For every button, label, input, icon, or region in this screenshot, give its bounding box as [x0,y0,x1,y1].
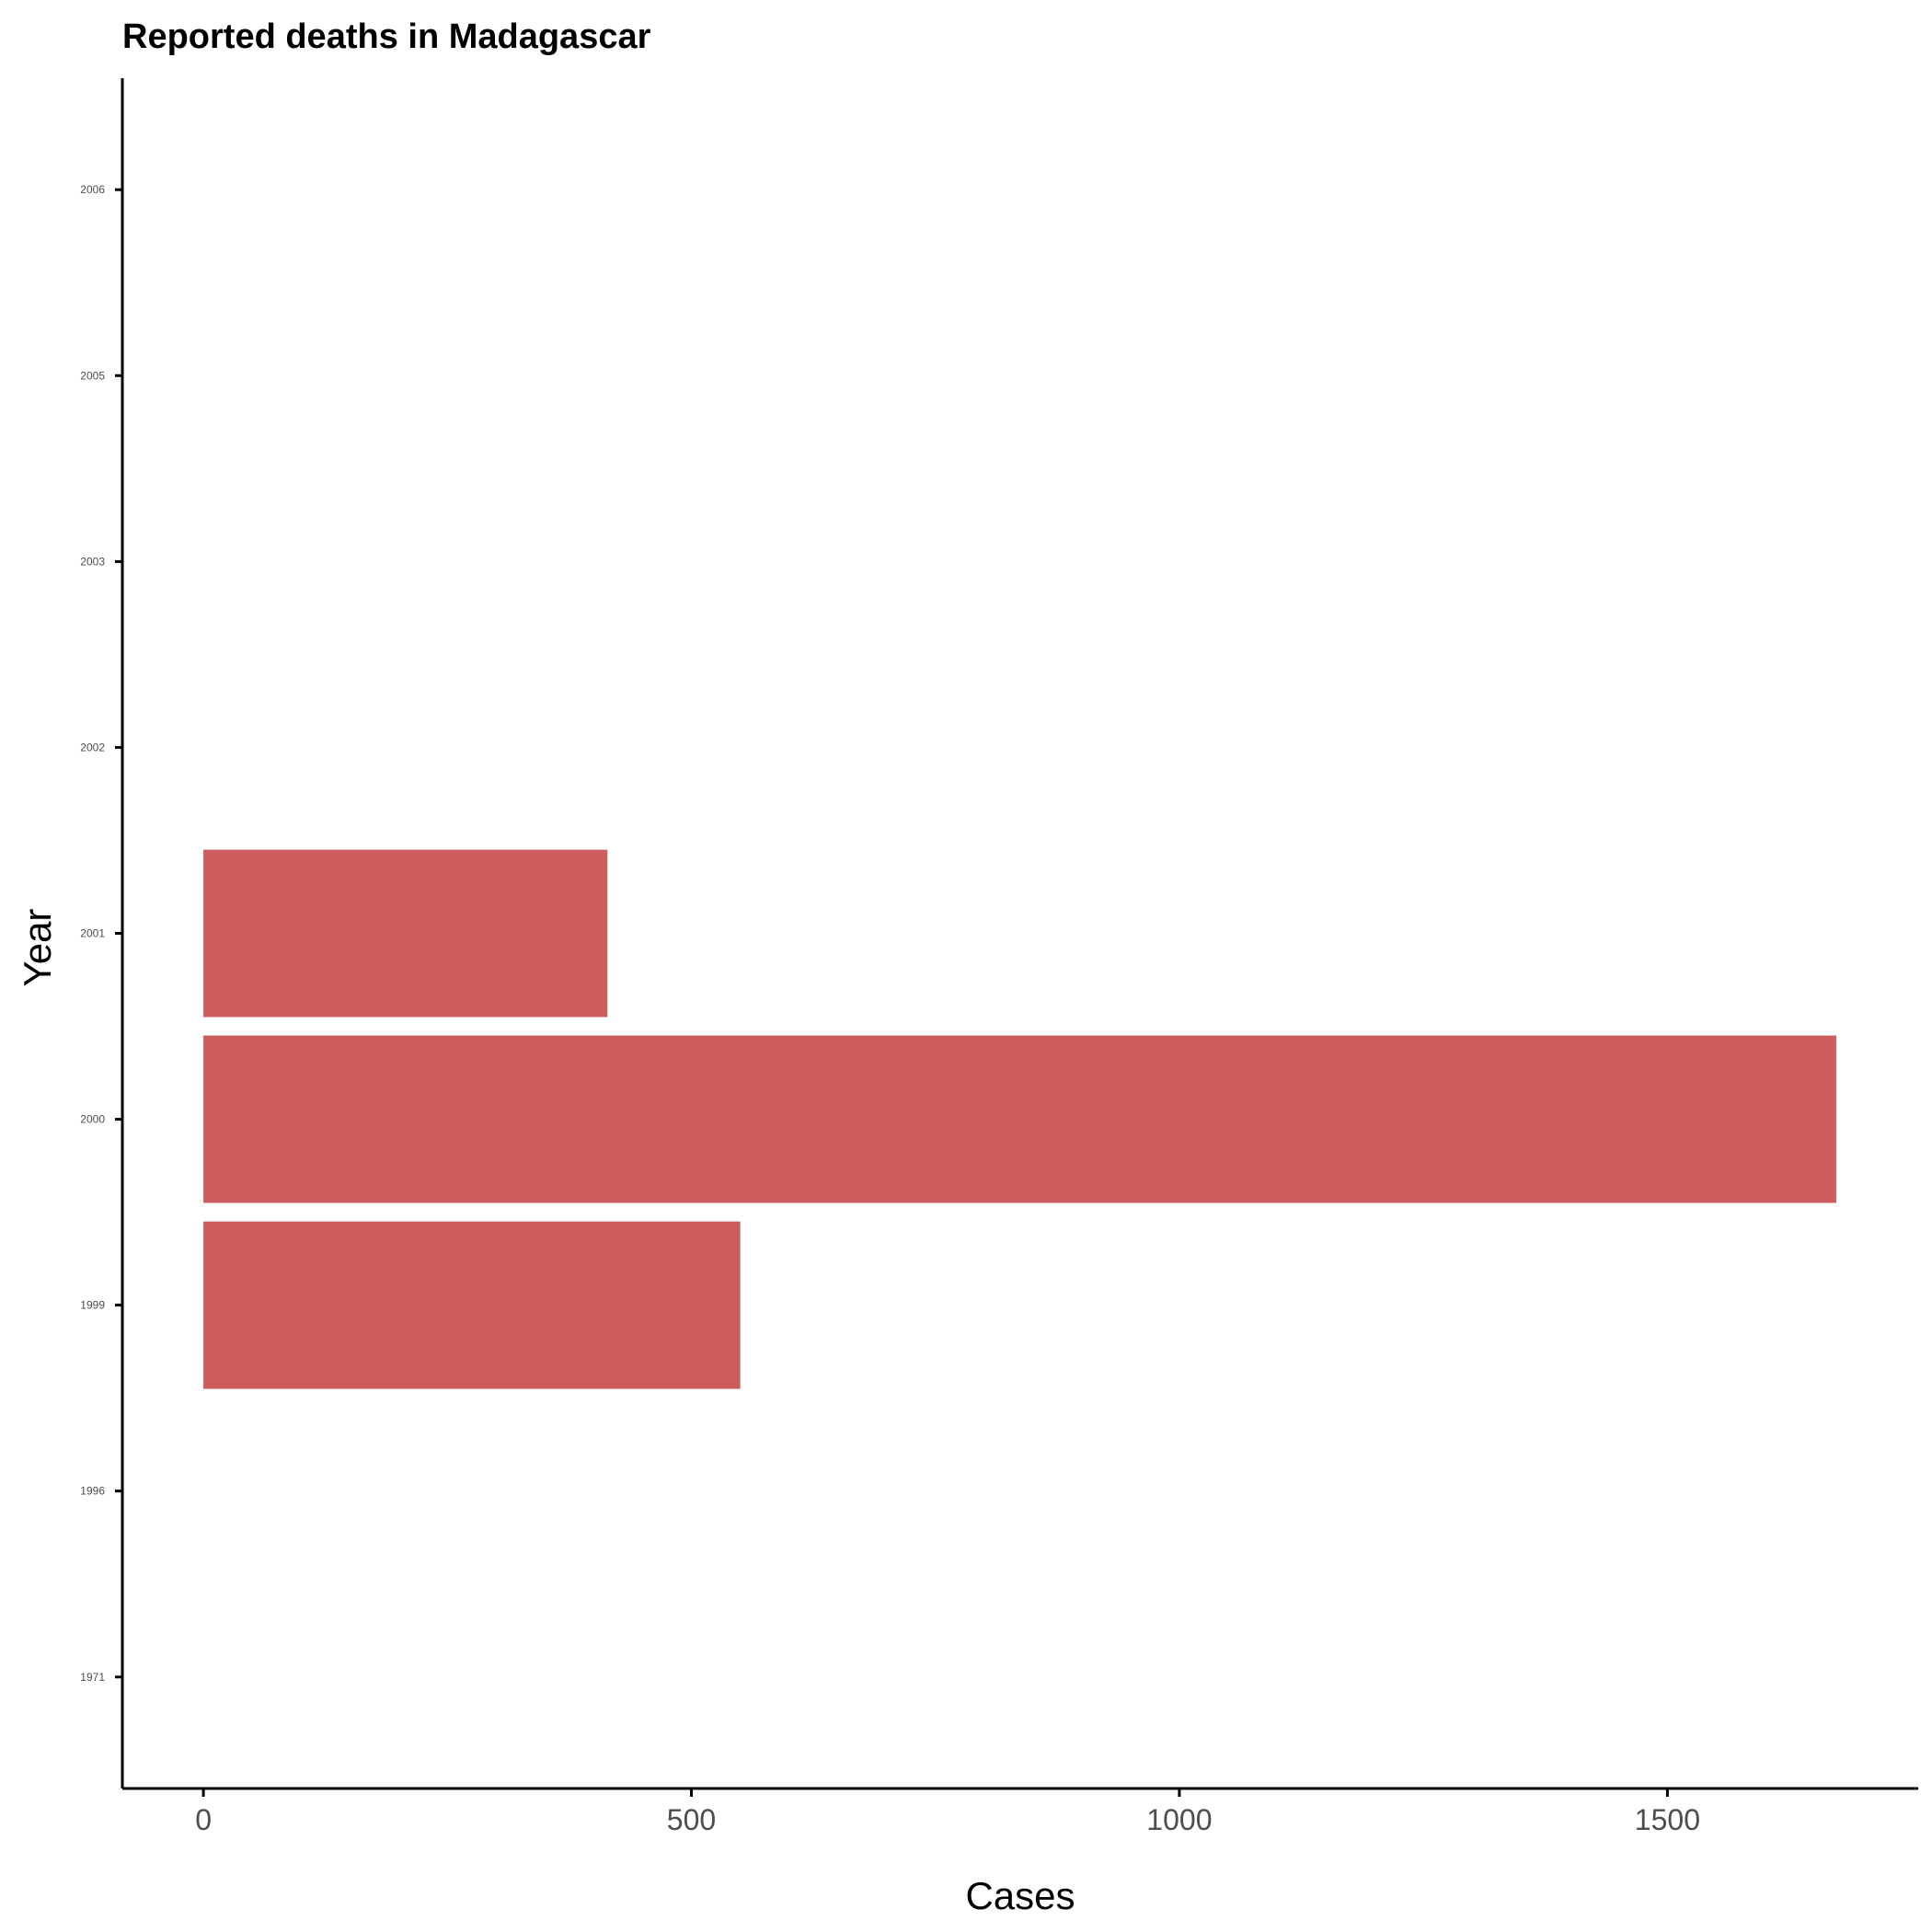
x-tick-label-1500: 1500 [1635,1803,1700,1836]
y-tick-label-2000: 2000 [80,1113,105,1126]
y-tick-label-1999: 1999 [80,1299,105,1312]
x-tick-label-500: 500 [667,1803,716,1836]
y-tick-label-1996: 1996 [80,1485,105,1498]
y-tick-label-2003: 2003 [80,555,105,568]
bar-1999 [203,1221,741,1389]
x-tick-label-0: 0 [195,1803,212,1836]
bar-2000 [203,1035,1836,1203]
x-axis: 0 500 1000 1500 [122,1787,1918,1836]
y-tick-label-2001: 2001 [80,927,105,940]
y-tick-label-2002: 2002 [80,741,105,753]
y-axis: 1971 1996 1999 2000 2001 2002 2003 2005 2006 [80,78,124,1788]
y-tick-label-2006: 2006 [80,183,105,196]
bars-group [203,849,1836,1389]
x-tick-label-1000: 1000 [1146,1803,1212,1836]
y-axis-title: Year [16,909,59,987]
y-tick-label-2005: 2005 [80,369,105,382]
bar-2001 [203,849,608,1018]
chart-title: Reported deaths in Madagascar [122,17,651,56]
x-axis-title: Cases [965,1874,1075,1917]
y-tick-label-1971: 1971 [80,1671,105,1684]
